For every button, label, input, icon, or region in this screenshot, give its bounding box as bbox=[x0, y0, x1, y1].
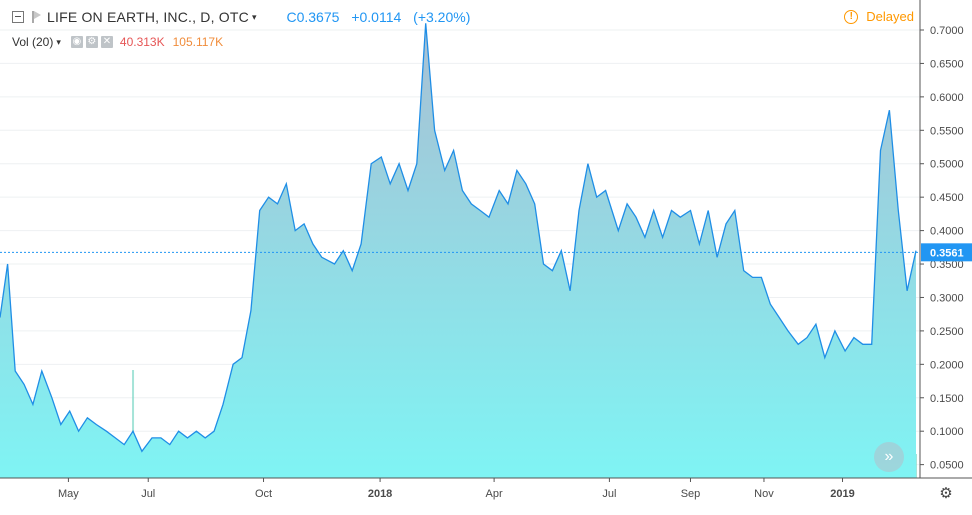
x-tick-label: Apr bbox=[486, 488, 503, 500]
price-area-fill bbox=[0, 23, 916, 479]
y-tick-label: 0.4500 bbox=[930, 192, 964, 204]
change-percent: (+3.20%) bbox=[413, 9, 471, 25]
volume-ma-value: 105.117K bbox=[172, 35, 224, 49]
y-tick-label: 0.0500 bbox=[930, 460, 964, 472]
y-tick-label: 0.3000 bbox=[930, 292, 964, 304]
x-tick-label: Jul bbox=[602, 488, 616, 500]
symbol-legend: LIFE ON EARTH, INC., D, OTC ▾ C0.3675 +0… bbox=[12, 9, 478, 25]
delayed-badge[interactable]: ! Delayed bbox=[844, 9, 914, 24]
y-tick-label: 0.6500 bbox=[930, 58, 964, 70]
x-tick-label: Sep bbox=[681, 488, 701, 500]
chevron-down-icon[interactable]: ▾ bbox=[56, 36, 61, 47]
y-axis-labels: 0.7000 0.6500 0.6000 0.5500 0.5000 0.4500 0.40… bbox=[920, 25, 964, 472]
last-price-label: 0.3561 bbox=[921, 243, 972, 262]
x-tick-label: Jul bbox=[141, 488, 155, 500]
close-icon[interactable]: ✕ bbox=[100, 36, 113, 48]
scroll-to-realtime-button[interactable]: » bbox=[874, 442, 904, 472]
y-tick-label: 0.2500 bbox=[930, 326, 964, 338]
price-series bbox=[0, 23, 917, 453]
price-line bbox=[0, 23, 917, 453]
chevron-down-icon[interactable]: ▾ bbox=[251, 11, 257, 22]
volume-value: 40.313K bbox=[119, 35, 165, 49]
volume-indicator-label[interactable]: Vol (20) bbox=[12, 35, 54, 49]
collapse-legend-icon[interactable] bbox=[12, 11, 24, 23]
change-value: +0.0114 bbox=[351, 9, 402, 25]
volume-legend: Vol (20) ▾ ◉ ⚙ ✕ 40.313K 105.117K bbox=[12, 35, 223, 49]
y-tick-label: 0.1500 bbox=[930, 393, 964, 405]
axes bbox=[0, 0, 972, 479]
quote-values: C0.3675 +0.0114 (+3.20%) bbox=[286, 9, 478, 25]
eye-icon[interactable]: ◉ bbox=[70, 36, 83, 48]
y-tick-label: 0.4000 bbox=[930, 226, 964, 238]
info-icon: ! bbox=[844, 9, 859, 24]
x-tick-label: May bbox=[58, 488, 79, 500]
volume-bar bbox=[132, 370, 135, 478]
settings-icon[interactable]: ⚙ bbox=[85, 36, 98, 48]
y-tick-label: 0.1000 bbox=[930, 426, 964, 438]
x-tick-label: 2018 bbox=[368, 488, 392, 500]
y-tick-label: 0.2000 bbox=[930, 359, 964, 371]
last-price-text: 0.3561 bbox=[930, 247, 964, 259]
y-tick-label: 0.3500 bbox=[930, 259, 964, 271]
y-tick-label: 0.6000 bbox=[930, 92, 964, 104]
y-tick-label: 0.5000 bbox=[930, 159, 964, 171]
last-price-badge bbox=[921, 243, 972, 262]
gear-icon[interactable]: ⚙ bbox=[939, 485, 953, 502]
indicator-buttons: ◉ ⚙ ✕ bbox=[70, 36, 116, 48]
delayed-label: Delayed bbox=[866, 9, 914, 24]
chart-legend: LIFE ON EARTH, INC., D, OTC ▾ C0.3675 +0… bbox=[0, 0, 920, 58]
x-tick-label: Oct bbox=[255, 488, 272, 500]
x-tick-label: 2019 bbox=[830, 488, 854, 500]
y-tick-label: 0.5500 bbox=[930, 125, 964, 137]
close-value: C0.3675 bbox=[286, 9, 340, 25]
symbol-name[interactable]: LIFE ON EARTH, INC., D, OTC bbox=[47, 9, 249, 25]
flag-icon[interactable] bbox=[32, 11, 41, 23]
x-tick-label: Nov bbox=[754, 488, 774, 500]
x-axis-labels: May Jul Oct 2018 Apr Jul Sep Nov 2019 bbox=[58, 478, 855, 500]
y-tick-label: 0.7000 bbox=[930, 25, 964, 37]
price-area bbox=[0, 23, 916, 479]
